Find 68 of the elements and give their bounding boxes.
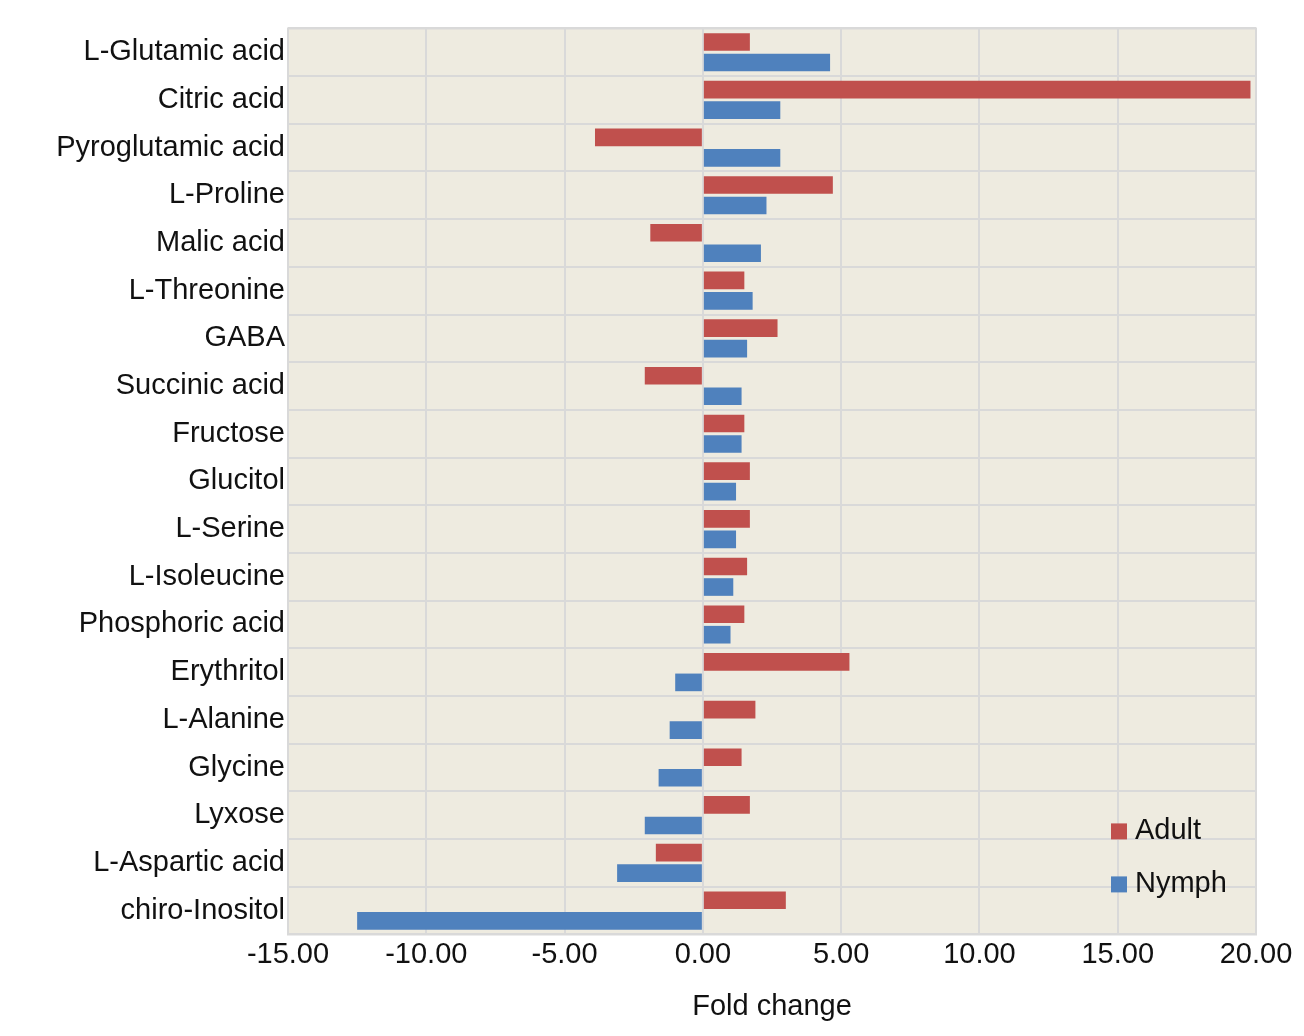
y-tick-label: Glucitol [188,463,285,496]
y-tick-label: L-Isoleucine [128,558,285,591]
bar [658,768,702,787]
bar [703,176,833,194]
bar [675,673,702,692]
bar [650,223,702,242]
y-tick-label: Lyxose [194,797,285,830]
y-tick-label: L-Threonine [128,272,285,305]
bar [703,462,750,480]
bar [703,700,756,719]
bar [703,196,767,215]
y-tick-label: L-Aspartic acid [93,844,285,877]
y-tick-label: L-Proline [168,177,285,210]
x-tick-label: -5.00 [531,936,598,969]
bar [703,530,737,549]
bar [703,653,850,671]
bar [644,366,702,385]
bar [703,748,742,767]
x-tick-label: 10.00 [943,936,1016,969]
bar [703,414,745,433]
bar [703,387,742,406]
bar [669,721,702,739]
y-tick-label: Erythritol [170,654,285,687]
y-tick-label: Malic acid [156,224,285,257]
bar [703,625,731,644]
bar [703,101,781,119]
y-tick-label: L-Serine [175,511,285,544]
y-tick-label: chiro-Inositol [120,892,285,925]
x-tick-label: 5.00 [812,936,870,969]
bar [703,53,831,72]
bar [703,292,753,310]
y-tick-label: L-Alanine [162,701,285,734]
bar [703,435,742,453]
bar [703,339,748,358]
bar [703,80,1251,99]
bar [644,816,702,835]
bar [703,578,734,596]
y-tick-label: Citric acid [157,81,285,114]
y-tick-label: Pyroglutamic acid [56,129,285,162]
x-tick-label: 20.00 [1219,936,1293,969]
x-tick-label: -15.00 [246,936,330,969]
bar [594,128,702,147]
bar [703,605,745,624]
x-tick-label: -10.00 [385,936,468,969]
y-tick-label: L-Glutamic acid [83,34,285,67]
y-tick-label: Fructose [172,415,285,448]
bar [703,271,745,290]
legend-label: Nymph [1135,866,1227,899]
bar [703,149,781,167]
bar [357,911,702,930]
x-axis-title: Fold change [692,988,852,1021]
bar [617,864,702,882]
y-tick-label: GABA [204,320,286,353]
bar [703,33,750,51]
bar [703,510,750,528]
bar [703,796,750,814]
y-tick-label: Glycine [188,749,285,782]
x-tick-label: 15.00 [1081,936,1154,969]
bar [703,891,786,910]
legend-label: Adult [1135,813,1202,846]
x-tick-label: 0.00 [674,936,732,969]
y-tick-label: Succinic acid [115,368,285,401]
bar [703,244,761,263]
y-tick-label: Phosphoric acid [78,606,285,639]
bar [703,319,778,337]
bar [703,557,748,576]
bar [655,843,702,862]
bar [703,482,737,501]
